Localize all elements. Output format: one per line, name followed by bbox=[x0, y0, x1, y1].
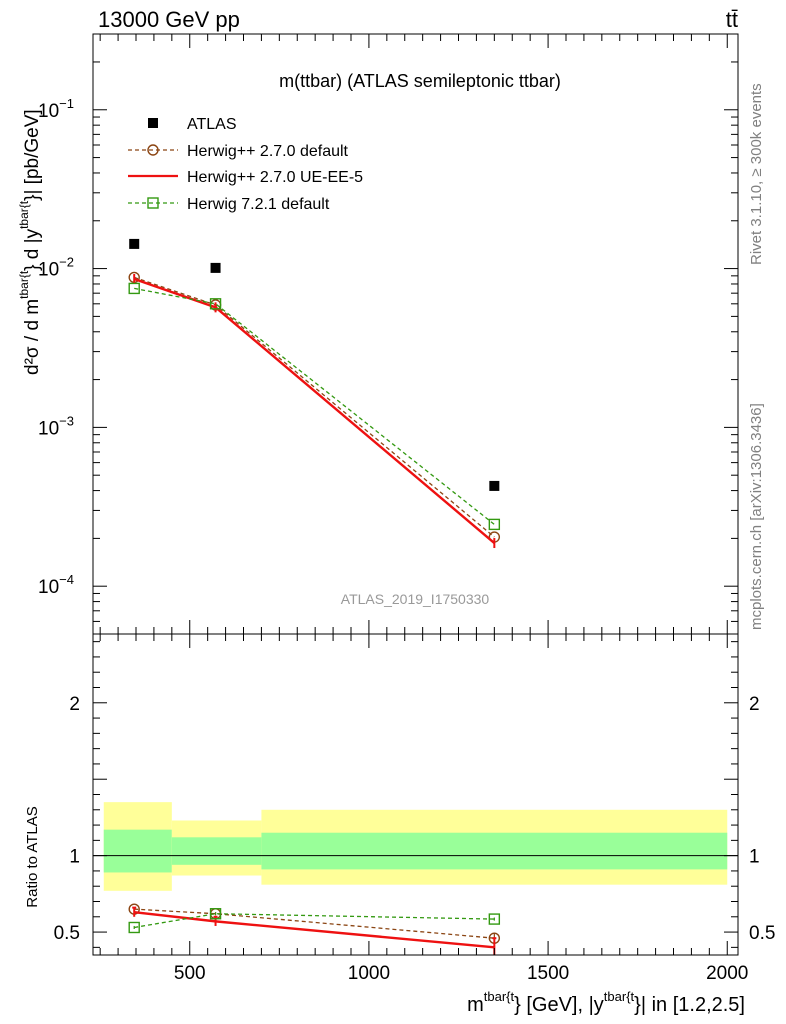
main-point-herwig7 bbox=[209, 298, 222, 310]
main-line-herwig7 bbox=[134, 287, 495, 525]
x-axis-label: mtbar{t} [GeV], |ytbar{t}| in [1.2,2.5] bbox=[467, 989, 745, 1016]
ylabel-sup-1: tbar{t bbox=[17, 270, 31, 299]
ratio-panel-bands bbox=[93, 802, 738, 891]
ratio-panel-series bbox=[128, 903, 501, 955]
ratio-point-herwig7 bbox=[488, 913, 501, 925]
analysis-watermark: ATLAS_2019_I1750330 bbox=[341, 591, 490, 607]
ratio-line-herwig-default bbox=[134, 908, 495, 939]
rivet-label: Rivet 3.1.10, ≥ 300k events bbox=[748, 83, 765, 265]
ylabel-sup-2: tbar{t bbox=[17, 200, 31, 229]
ratio-ytick-label-left: 1 bbox=[69, 847, 80, 868]
x-tick-label: 2000 bbox=[706, 963, 748, 984]
ratio-line-ue-ee5 bbox=[134, 911, 495, 949]
ratio-inner-band bbox=[103, 829, 172, 873]
main-point-herwig7 bbox=[128, 282, 140, 295]
legend: ATLAS Herwig++ 2.7.0 default Herwig++ 2.… bbox=[128, 116, 363, 213]
beam-label: 13000 GeV pp bbox=[98, 7, 240, 32]
x-tick-label: 1000 bbox=[348, 963, 390, 984]
main-ytick-label: 10−1 bbox=[38, 96, 74, 122]
x-tick-label: 1500 bbox=[527, 963, 569, 984]
main-point-atlas bbox=[129, 238, 140, 249]
legend-herwig-default-marker bbox=[147, 144, 159, 156]
main-point-herwig7 bbox=[488, 518, 501, 531]
main-ytick-label: 10−4 bbox=[38, 572, 74, 598]
ratio-ytick-label-right: 1 bbox=[749, 847, 760, 868]
ratio-inner-band bbox=[261, 832, 728, 870]
legend-ue-ee5-label: Herwig++ 2.7.0 UE-EE-5 bbox=[187, 169, 363, 186]
legend-atlas-label: ATLAS bbox=[187, 116, 237, 133]
ratio-y-axis-label: Ratio to ATLAS bbox=[24, 806, 41, 907]
ratio-ytick-label-left: 0.5 bbox=[54, 923, 80, 944]
ratio-line-herwig7 bbox=[134, 913, 495, 929]
x-tick-label: 500 bbox=[174, 963, 206, 984]
ratio-ytick-label-right: 2 bbox=[749, 694, 760, 715]
xlabel-sup-2: tbar{t bbox=[604, 989, 635, 1004]
main-point-atlas bbox=[210, 262, 221, 273]
legend-herwig7-label: Herwig 7.2.1 default bbox=[187, 196, 330, 213]
legend-herwig7-marker bbox=[147, 197, 159, 209]
ratio-point-herwig7 bbox=[209, 908, 222, 920]
ratio-inner-band bbox=[171, 837, 262, 865]
main-point-atlas bbox=[489, 480, 500, 491]
main-y-axis-label: d²σ / d mtbar{t} d |ytbar{t}| [pb/GeV] bbox=[17, 109, 43, 375]
ratio-panel-axes: 0.5 0.5 1 1 2 2 500 1000 1500 2000 bbox=[54, 633, 775, 984]
ratio-ytick-label-right: 0.5 bbox=[749, 923, 775, 944]
process-label: tt̄ bbox=[726, 7, 738, 32]
main-line-ue-ee5 bbox=[133, 277, 496, 544]
main-panel-axes: 10−1 10−2 10−3 10−4 bbox=[38, 33, 739, 635]
plot-title: m(ttbar) (ATLAS semileptonic ttbar) bbox=[279, 71, 561, 91]
ratio-ytick-label-left: 2 bbox=[69, 694, 80, 715]
legend-atlas-marker bbox=[148, 118, 158, 128]
legend-herwig-default-label: Herwig++ 2.7.0 default bbox=[187, 143, 349, 160]
mcplots-label: mcplots.cern.ch [arXiv:1306.3436] bbox=[748, 403, 765, 630]
xlabel-sup-1: tbar{t bbox=[484, 989, 515, 1004]
main-panel-series bbox=[128, 238, 501, 549]
ratio-point-herwig7 bbox=[128, 921, 140, 934]
main-ytick-label: 10−3 bbox=[38, 413, 74, 439]
main-ytick-label: 10−2 bbox=[38, 255, 74, 281]
ratio-frame bbox=[92, 633, 739, 956]
